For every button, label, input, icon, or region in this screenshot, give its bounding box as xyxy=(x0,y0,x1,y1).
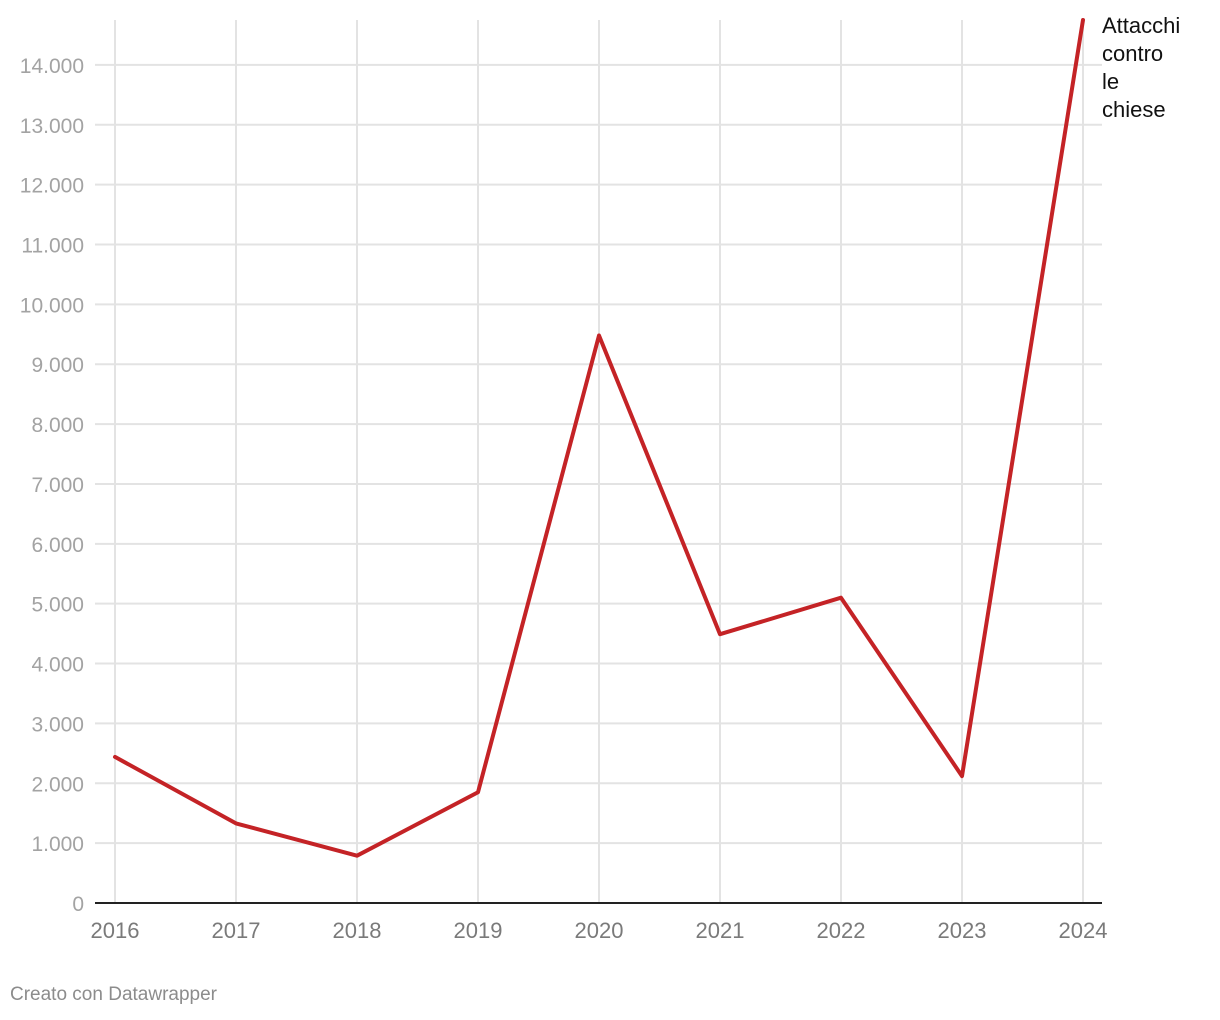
x-tick-label: 2022 xyxy=(817,918,866,943)
x-axis: 2016 2017 2018 2019 2020 2021 2022 2023 2024 xyxy=(91,902,1108,943)
x-tick-label: 2017 xyxy=(212,918,261,943)
series-line xyxy=(113,18,1085,858)
series-label: Attacchi contro le chiese xyxy=(1102,13,1180,122)
x-tick-label: 2020 xyxy=(575,918,624,943)
y-tick-label: 2.000 xyxy=(31,773,84,796)
y-axis: 0 1.000 2.000 3.000 4.000 5.000 6.000 7.000 8.00… xyxy=(20,55,84,916)
y-tick-label: 13.000 xyxy=(20,115,84,138)
series-label-line: chiese xyxy=(1102,97,1166,122)
x-tick-label: 2018 xyxy=(333,918,382,943)
footer-credit: Creato con Datawrapper xyxy=(10,984,217,1005)
y-tick-label: 12.000 xyxy=(20,175,84,198)
y-tick-label: 4.000 xyxy=(31,654,84,677)
y-tick-label: 14.000 xyxy=(20,55,84,78)
x-tick-label: 2021 xyxy=(696,918,745,943)
series-labels: Attacchi contro le chiese xyxy=(1102,13,1180,122)
y-tick-label: 5.000 xyxy=(31,594,84,617)
y-tick-label: 1.000 xyxy=(31,833,84,856)
y-tick-label: 11.000 xyxy=(21,234,84,257)
y-tick-label: 0 xyxy=(72,893,84,916)
y-tick-label: 9.000 xyxy=(31,354,84,377)
x-tick-label: 2024 xyxy=(1059,918,1108,943)
series-label-line: Attacchi xyxy=(1102,13,1180,38)
y-tick-label: 7.000 xyxy=(31,474,84,497)
y-tick-label: 6.000 xyxy=(31,534,84,557)
x-tick-label: 2019 xyxy=(454,918,503,943)
gridlines xyxy=(95,20,1102,903)
series-label-line: le xyxy=(1102,69,1119,94)
y-tick-label: 8.000 xyxy=(31,414,84,437)
y-tick-label: 10.000 xyxy=(20,294,84,317)
x-tick-label: 2016 xyxy=(91,918,140,943)
x-tick-label: 2023 xyxy=(938,918,987,943)
y-tick-label: 3.000 xyxy=(31,713,84,736)
series-group xyxy=(113,18,1085,858)
series-label-line: contro xyxy=(1102,41,1163,66)
